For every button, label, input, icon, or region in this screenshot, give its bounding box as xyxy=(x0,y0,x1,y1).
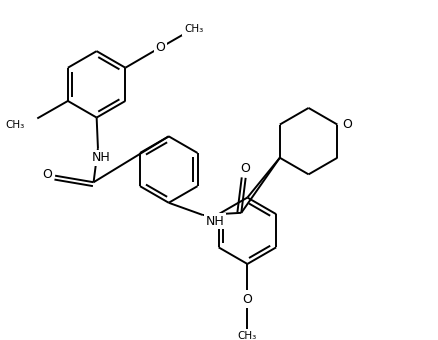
Text: O: O xyxy=(241,162,251,175)
Text: O: O xyxy=(155,41,165,54)
Text: CH₃: CH₃ xyxy=(6,120,25,131)
Text: O: O xyxy=(342,118,352,131)
Text: O: O xyxy=(42,168,52,181)
Text: CH₃: CH₃ xyxy=(184,24,203,34)
Text: CH₃: CH₃ xyxy=(238,331,257,340)
Text: NH: NH xyxy=(92,151,110,164)
Text: NH: NH xyxy=(206,215,224,228)
Text: O: O xyxy=(243,293,252,306)
